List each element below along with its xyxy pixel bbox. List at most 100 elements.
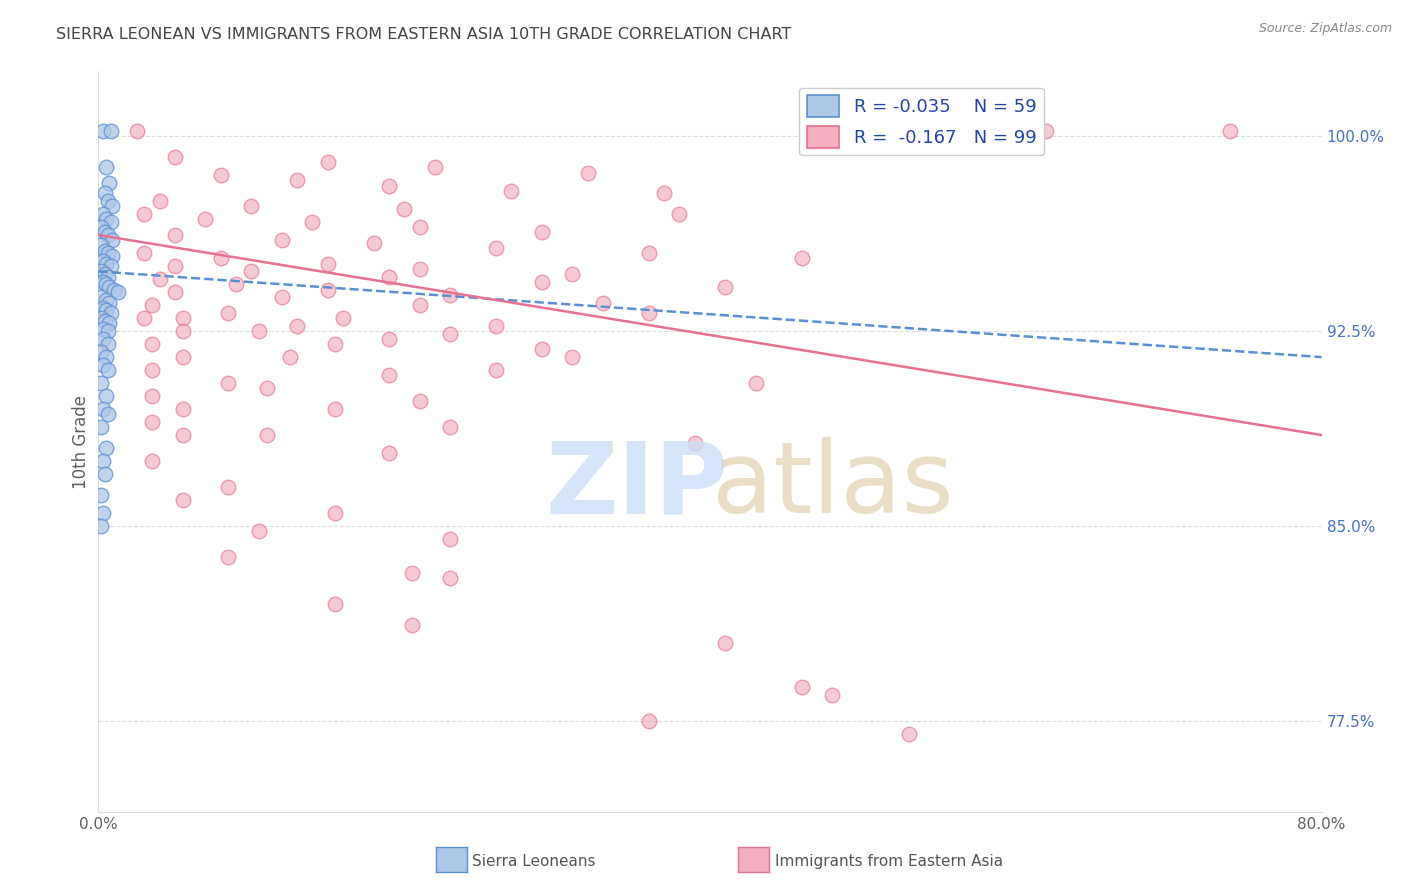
- Point: [90, 220, 112, 235]
- Point: [401, 617, 423, 632]
- Point: [101, 233, 124, 247]
- Point: [94, 161, 117, 175]
- Point: [638, 714, 661, 728]
- Point: [209, 252, 232, 266]
- Point: [745, 376, 768, 390]
- Point: [378, 368, 401, 383]
- Point: [98, 176, 121, 190]
- Point: [392, 202, 416, 216]
- Point: [141, 363, 163, 377]
- Point: [638, 306, 661, 320]
- Point: [141, 298, 163, 312]
- Point: [91, 402, 114, 417]
- Point: [217, 550, 239, 565]
- Point: [240, 199, 263, 213]
- Point: [97, 407, 120, 421]
- Point: [408, 220, 430, 235]
- Point: [316, 257, 339, 271]
- Point: [97, 227, 120, 242]
- Text: ZIP: ZIP: [546, 437, 728, 534]
- Point: [378, 332, 401, 346]
- Point: [93, 314, 115, 328]
- Point: [278, 350, 301, 364]
- Point: [103, 283, 125, 297]
- Point: [172, 428, 194, 442]
- Point: [325, 506, 347, 520]
- Point: [125, 124, 148, 138]
- Point: [638, 246, 661, 260]
- Point: [91, 454, 114, 468]
- Point: [141, 389, 163, 403]
- Point: [90, 420, 112, 434]
- Point: [316, 283, 339, 297]
- Point: [316, 155, 339, 169]
- Point: [897, 727, 920, 741]
- Point: [94, 441, 117, 455]
- Text: Source: ZipAtlas.com: Source: ZipAtlas.com: [1258, 22, 1392, 36]
- Point: [592, 295, 614, 310]
- Point: [91, 321, 114, 335]
- Point: [270, 233, 294, 247]
- Point: [172, 350, 194, 364]
- Point: [90, 488, 112, 502]
- Point: [100, 306, 122, 320]
- Point: [668, 207, 690, 221]
- Point: [378, 269, 401, 284]
- Text: Immigrants from Eastern Asia: Immigrants from Eastern Asia: [775, 855, 1002, 869]
- Legend: R = -0.035    N = 59, R =  -0.167   N = 99: R = -0.035 N = 59, R = -0.167 N = 99: [800, 87, 1043, 155]
- Text: atlas: atlas: [711, 437, 953, 534]
- Point: [98, 295, 121, 310]
- Point: [134, 246, 156, 260]
- Point: [439, 326, 461, 341]
- Point: [530, 226, 553, 240]
- Point: [209, 168, 232, 182]
- Point: [1219, 124, 1241, 138]
- Point: [408, 298, 430, 312]
- Point: [97, 246, 120, 260]
- Point: [100, 215, 122, 229]
- Point: [217, 306, 239, 320]
- Point: [149, 272, 172, 286]
- Point: [561, 267, 583, 281]
- Point: [141, 415, 163, 429]
- Point: [439, 287, 461, 301]
- Point: [163, 259, 186, 273]
- Point: [98, 280, 121, 294]
- Point: [217, 480, 239, 494]
- Point: [94, 303, 117, 318]
- Point: [561, 350, 583, 364]
- Point: [100, 259, 122, 273]
- Point: [270, 290, 294, 304]
- Point: [172, 493, 194, 508]
- Point: [90, 376, 112, 390]
- Point: [134, 207, 156, 221]
- Point: [134, 311, 156, 326]
- Point: [194, 212, 217, 227]
- Point: [97, 194, 120, 209]
- Point: [217, 376, 239, 390]
- Point: [247, 324, 270, 338]
- Point: [332, 311, 354, 326]
- Point: [163, 285, 186, 300]
- Point: [141, 454, 163, 468]
- Point: [93, 244, 115, 258]
- Point: [101, 249, 124, 263]
- Point: [94, 257, 117, 271]
- Point: [683, 435, 706, 450]
- Point: [91, 254, 114, 268]
- Point: [163, 227, 186, 242]
- Point: [363, 235, 385, 250]
- Point: [325, 597, 347, 611]
- Point: [98, 316, 121, 330]
- Point: [225, 277, 247, 292]
- Point: [285, 173, 308, 187]
- Point: [90, 345, 112, 359]
- Point: [530, 343, 553, 357]
- Point: [90, 519, 112, 533]
- Point: [90, 311, 112, 326]
- Point: [91, 275, 114, 289]
- Point: [485, 363, 508, 377]
- Point: [97, 324, 120, 338]
- Point: [256, 381, 278, 395]
- Point: [576, 166, 599, 180]
